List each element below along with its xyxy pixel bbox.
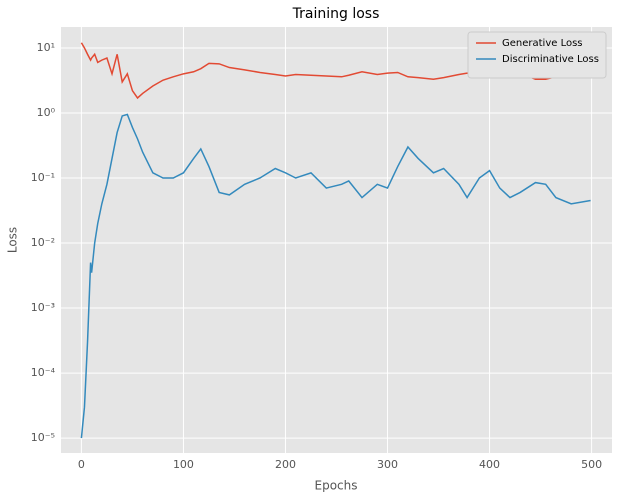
x-tick-label: 0: [78, 458, 85, 471]
y-tick-label: 10¹: [37, 41, 55, 54]
legend-box: [467, 31, 607, 79]
x-tick-label: 500: [581, 458, 602, 471]
y-tick-label: 10⁻³: [31, 301, 55, 314]
legend-label: Discriminative Loss: [502, 54, 599, 65]
legend-label: Generative Loss: [502, 38, 583, 49]
y-axis-label: Loss: [6, 227, 20, 253]
y-tick-label: 10⁻¹: [31, 171, 55, 184]
legend: Generative Loss Discriminative Loss: [467, 31, 607, 79]
y-tick-label: 10⁻⁴: [31, 366, 56, 379]
y-tick-label: 10⁰: [37, 106, 56, 119]
x-tick-label: 300: [377, 458, 398, 471]
x-axis-label: Epochs: [315, 479, 358, 493]
y-tick-label: 10⁻²: [31, 236, 55, 249]
x-tick-label: 200: [275, 458, 296, 471]
chart-title: Training loss: [292, 6, 380, 22]
plot-area: [61, 27, 612, 453]
data-line: [80, 113, 591, 439]
x-tick-label: 400: [479, 458, 500, 471]
y-tick-label: 10⁻⁵: [31, 431, 55, 444]
x-tick-label: 100: [173, 458, 194, 471]
